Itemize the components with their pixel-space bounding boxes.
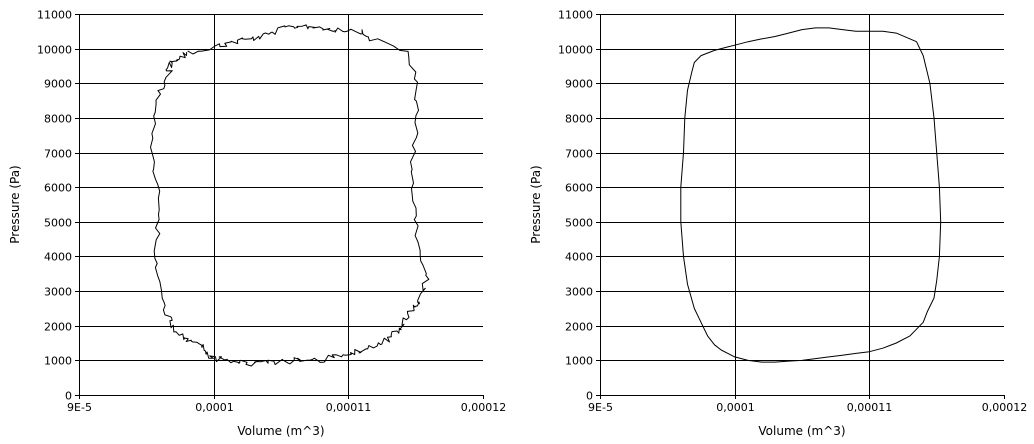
y-tick-label: 5000 <box>565 217 593 230</box>
y-tick-label: 0 <box>586 390 593 403</box>
y-tick-label: 3000 <box>565 286 593 299</box>
x-tick-label: 0,00012 <box>461 401 507 414</box>
y-tick-label: 9000 <box>565 78 593 91</box>
y-tick-label: 3000 <box>44 286 72 299</box>
x-tick-label: 0,0001 <box>195 401 234 414</box>
y-tick-label: 10000 <box>37 44 72 57</box>
x-tick-label: 0,00011 <box>847 401 893 414</box>
pv-loop-series <box>680 27 942 363</box>
x-tick-label: 0,00011 <box>326 401 372 414</box>
y-tick-label: 9000 <box>44 78 72 91</box>
y-tick-label: 6000 <box>565 182 593 195</box>
y-tick-label: 7000 <box>565 148 593 161</box>
y-axis-title: Pressure (Pa) <box>8 165 22 243</box>
y-tick-label: 4000 <box>44 251 72 264</box>
x-tick-label: 0,00012 <box>982 401 1028 414</box>
pv-loop-series <box>150 24 430 367</box>
y-tick-label: 7000 <box>44 148 72 161</box>
y-tick-label: 11000 <box>37 9 72 22</box>
x-tick-label: 9E-5 <box>67 401 92 414</box>
y-tick-label: 10000 <box>558 44 593 57</box>
y-tick-label: 2000 <box>44 321 72 334</box>
y-axis-title: Pressure (Pa) <box>529 165 543 243</box>
plot-area <box>600 14 1004 395</box>
x-tick-label: 0,0001 <box>716 401 755 414</box>
y-tick-label: 8000 <box>565 113 593 126</box>
y-tick-label: 6000 <box>44 182 72 195</box>
right-chart: 0 1000 2000 3000 4000 5000 6000 7000 8000 9000 100… <box>529 9 1027 439</box>
y-tick-label: 11000 <box>558 9 593 22</box>
y-tick-label: 5000 <box>44 217 72 230</box>
x-axis-title: Volume (m^3) <box>237 424 324 438</box>
x-tick-label: 9E-5 <box>588 401 613 414</box>
plot-area <box>79 14 483 395</box>
y-tick-label: 1000 <box>44 355 72 368</box>
y-tick-label: 8000 <box>44 113 72 126</box>
x-axis-title: Volume (m^3) <box>758 424 845 438</box>
left-chart: 0 1000 2000 3000 4000 5000 6000 7000 8000 9000 100… <box>8 9 506 439</box>
y-tick-label: 4000 <box>565 251 593 264</box>
y-tick-label: 0 <box>65 390 72 403</box>
y-tick-label: 2000 <box>565 321 593 334</box>
y-tick-label: 1000 <box>565 355 593 368</box>
